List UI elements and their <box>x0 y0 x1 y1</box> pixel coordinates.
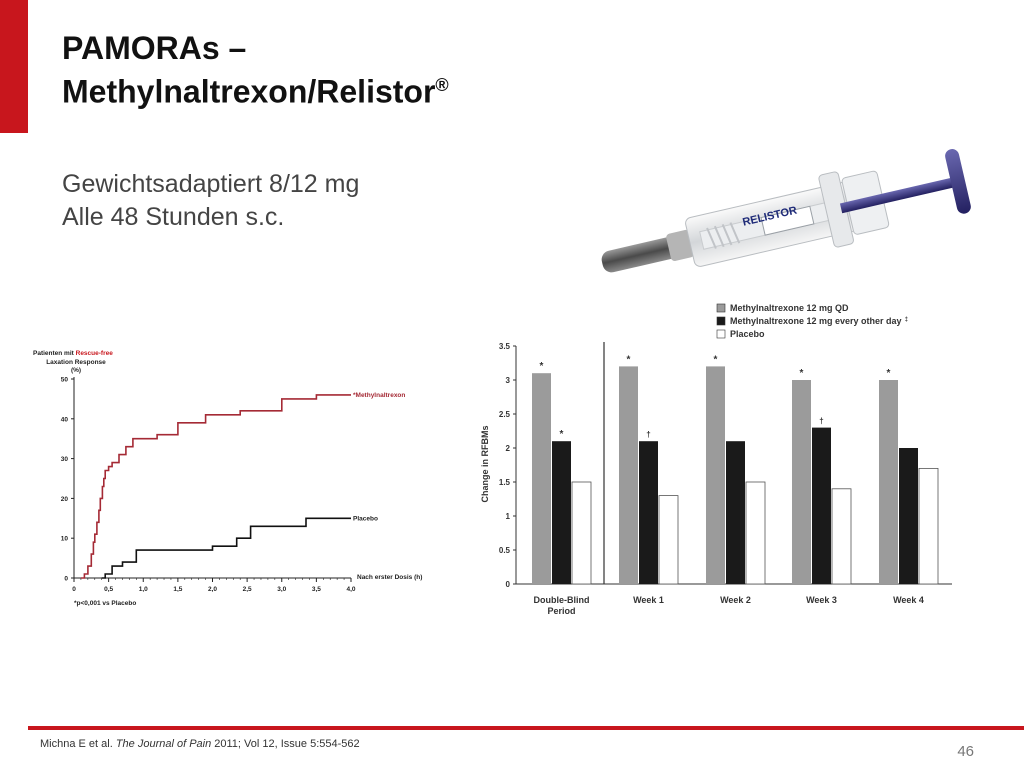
bar-marker: * <box>560 429 564 440</box>
line-chart-series-methylnaltrexon <box>80 394 351 579</box>
bar <box>619 366 638 584</box>
dosage-text: Gewichtsadaptiert 8/12 mg Alle 48 Stunde… <box>62 168 359 234</box>
bar <box>658 495 679 585</box>
line-chart-x-tick: 1,0 <box>139 586 148 593</box>
line-chart-x-tick: 1,5 <box>173 586 182 593</box>
line-chart-ylabel-1a: Patienten mit <box>33 350 76 357</box>
bar <box>899 448 918 584</box>
line-chart-axes: 0 10 20 30 40 50 0 0,5 1,0 1,5 2,0 2,5 3,0 3,5 4,0 <box>61 377 356 594</box>
legend-label: Methylnaltrexone 12 mg QD <box>730 303 849 313</box>
line-chart-xlabel: Nach erster Dosis (h) <box>357 574 422 581</box>
dosage-line-1: Gewichtsadaptiert 8/12 mg <box>62 170 360 198</box>
line-chart-x-tick: 4,0 <box>346 586 355 593</box>
bar-chart-legend: Methylnaltrexone 12 mg QD Methylnaltrexon… <box>716 303 908 339</box>
line-chart-x-tick: 2,5 <box>243 586 252 593</box>
legend-swatch <box>716 303 726 313</box>
line-chart-x-tick: 0,5 <box>104 586 113 593</box>
bar-chart-y-tick: 2 <box>506 444 511 453</box>
bar-chart-y-tick: 1.5 <box>499 478 511 487</box>
line-chart-y-tick: 40 <box>61 416 69 423</box>
registered-mark: ® <box>435 75 449 95</box>
legend-label: Methylnaltrexone 12 mg every other day ‡ <box>730 316 908 326</box>
bar <box>792 380 811 584</box>
slide-title: PAMORAs – Methylnaltrexon/Relistor® <box>62 30 449 111</box>
syringe-image: RELISTOR <box>601 149 971 273</box>
bar-chart-category-label: Week 1 <box>633 595 664 605</box>
line-chart-x-tick: 3,0 <box>277 586 286 593</box>
bar-marker: * <box>800 368 804 379</box>
line-chart-series-placebo <box>101 517 351 579</box>
bar-marker: * <box>540 361 544 372</box>
citation-journal: The Journal of Pain <box>115 738 212 750</box>
bar-chart-ylabel: Change in RFBMs <box>480 425 490 502</box>
line-chart-y-tick: 0 <box>64 576 68 583</box>
line-chart-series-label: *Methylnaltrexon <box>353 392 405 399</box>
bar <box>831 488 852 585</box>
line-chart: Patienten mit Rescue-free Laxation Respo… <box>33 350 422 607</box>
bar <box>552 441 571 584</box>
title-line-1: PAMORAs – <box>62 30 247 66</box>
bar <box>918 467 939 585</box>
bar-marker: * <box>627 354 631 365</box>
citation: Michna E et al. The Journal of Pain 2011… <box>40 738 360 750</box>
legend-swatch <box>716 329 726 339</box>
bar-marker: * <box>887 368 891 379</box>
svg-text:Patienten mit Rescue-free: Patienten mit Rescue-free <box>33 350 113 357</box>
dosage-line-2: Alle 48 Stunden s.c. <box>62 203 285 231</box>
footer-divider <box>28 726 1024 730</box>
bar <box>639 441 658 584</box>
legend-label: Placebo <box>730 329 765 339</box>
bar <box>812 427 831 584</box>
line-chart-series-label: Placebo <box>353 515 378 522</box>
bar-chart-y-tick: 3.5 <box>499 342 511 351</box>
bar-chart-category-label: Week 3 <box>806 595 837 605</box>
bar-chart-y-tick: 0 <box>506 580 511 589</box>
bar-chart-category-label: Week 2 <box>720 595 751 605</box>
line-chart-y-tick: 30 <box>61 456 69 463</box>
line-chart-ylabel-1b: Rescue-free <box>76 350 114 357</box>
line-chart-y-tick: 50 <box>61 377 69 384</box>
line-chart-series: *Methylnaltrexon Placebo <box>80 392 405 579</box>
bar-chart-category-label: Period <box>547 606 575 616</box>
line-chart-ylabel-2: Laxation Response <box>46 359 106 366</box>
line-chart-ylabel-3: (%) <box>71 367 81 374</box>
bar-chart-category-label: Week 4 <box>893 595 924 605</box>
bar-chart-y-tick: 2.5 <box>499 410 511 419</box>
bar-marker: † <box>646 430 650 439</box>
bar <box>706 366 725 584</box>
line-chart-ylabel: Patienten mit Rescue-free Laxation Respo… <box>33 350 113 374</box>
bar <box>571 481 592 585</box>
bar <box>745 481 766 585</box>
bar-chart: Methylnaltrexone 12 mg QD Methylnaltrexon… <box>480 303 952 616</box>
bar-chart-y-tick: 3 <box>506 376 511 385</box>
line-chart-footnote: *p<0,001 vs Placebo <box>74 600 136 607</box>
line-chart-y-tick: 10 <box>61 536 69 543</box>
line-chart-x-tick: 3,5 <box>312 586 321 593</box>
bar-chart-y-tick: 1 <box>506 512 511 521</box>
bar-chart-category-label: Double-Blind <box>534 595 590 605</box>
bar-marker: † <box>819 417 823 426</box>
accent-bar <box>0 0 28 133</box>
bar-marker: * <box>714 354 718 365</box>
line-chart-y-tick: 20 <box>61 496 69 503</box>
bar <box>879 380 898 584</box>
legend-label-mark: ‡ <box>905 317 908 323</box>
citation-authors: Michna E et al. <box>40 738 116 750</box>
page-number: 46 <box>957 743 974 760</box>
legend-swatch <box>716 316 726 326</box>
line-chart-x-tick: 2,0 <box>208 586 217 593</box>
bar <box>532 373 551 584</box>
bar-chart-y-tick: 0.5 <box>499 546 511 555</box>
title-line-2: Methylnaltrexon/Relistor <box>62 73 436 110</box>
line-chart-x-tick: 0 <box>72 586 76 593</box>
bar <box>726 441 745 584</box>
bar-chart-bars: * * * † * * † * <box>532 354 939 585</box>
citation-details: 2011; Vol 12, Issue 5:554-562 <box>211 738 360 750</box>
